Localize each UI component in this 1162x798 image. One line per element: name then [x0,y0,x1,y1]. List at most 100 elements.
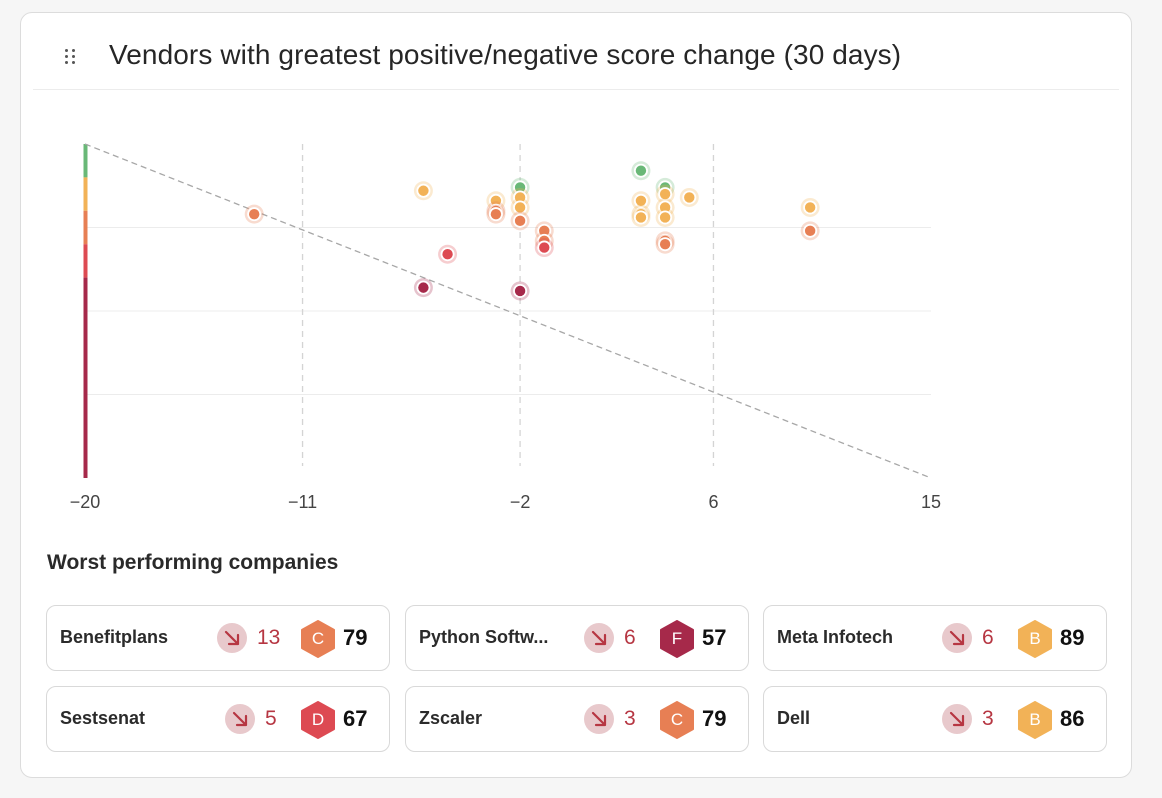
drag-handle-icon[interactable] [65,49,75,65]
data-point-dot [659,239,671,250]
x-tick-label: −20 [70,492,101,512]
data-point[interactable] [631,161,651,181]
trend-down-icon [584,704,614,734]
x-tick-label: 15 [921,492,941,512]
data-point[interactable] [510,281,530,301]
worst-company-tile[interactable]: Sestsenat 5 D 67 [46,686,390,752]
trend-line [84,143,932,479]
data-point-dot [514,202,526,213]
data-point[interactable] [631,207,651,227]
data-point-dot [539,225,550,237]
data-point[interactable] [510,197,530,217]
trend-down-icon [584,623,614,653]
worst-company-tile[interactable]: Dell 3 B 86 [763,686,1107,752]
data-point-dot [635,165,647,176]
grade-letter: B [1029,629,1041,648]
score-change-scatter-chart: −20 −11 −2 6 15 [70,143,941,512]
company-score: 57 [702,625,727,650]
trend-down-icon [225,704,255,734]
grade-hexagon-icon: D [301,701,335,739]
data-point-dot [539,242,550,253]
grade-letter: F [671,629,683,648]
trend-down-icon [217,623,247,653]
data-point[interactable] [534,238,554,258]
data-point[interactable] [655,197,675,217]
data-point-dot [659,188,671,200]
worst-company-tile[interactable]: Python Softw... 6 F 57 [405,605,749,671]
data-point-dot [490,208,502,220]
data-point[interactable] [413,278,433,298]
data-point[interactable] [631,191,651,211]
worst-company-tile[interactable]: Zscaler 3 C 79 [405,686,749,752]
score-change-value: 5 [265,707,277,730]
company-score: 89 [1060,625,1085,650]
data-point-dot [684,192,695,203]
data-point-dot [514,285,526,297]
data-point[interactable] [655,207,675,227]
grade-hexagon-icon: C [301,620,335,658]
data-point-dot [490,195,502,206]
grade-hexagon-icon: B [1018,701,1052,739]
data-point[interactable] [486,204,506,224]
data-point[interactable] [244,204,264,224]
data-point[interactable] [438,244,458,264]
data-point[interactable] [413,181,433,201]
data-point[interactable] [679,187,699,207]
company-score: 79 [343,625,368,650]
data-point-dot [418,185,429,196]
data-point[interactable] [510,211,530,231]
data-point-dot [514,182,526,193]
score-change-card: Vendors with greatest positive/negative … [20,12,1132,778]
data-point-dot [659,202,671,213]
data-point[interactable] [486,191,506,211]
card-header: Vendors with greatest positive/negative … [33,13,1119,90]
grade-scale-band-a [83,144,88,178]
grade-hexagon-icon: F [660,620,694,658]
trend-down-icon [942,704,972,734]
grade-scale-band-f [83,277,88,478]
data-point-dot [442,249,453,260]
grade-letter: C [670,710,684,729]
trend-down-icon [942,623,972,653]
data-point[interactable] [534,221,554,241]
grade-letter: B [1029,710,1041,729]
grade-letter: C [311,629,325,648]
score-change-value: 6 [624,626,636,649]
data-point[interactable] [510,177,530,197]
worst-company-tile[interactable]: Meta Infotech 6 B 89 [763,605,1107,671]
grade-scale-band-b [83,177,88,211]
data-point-dot [514,192,526,203]
worst-company-tile[interactable]: Benefitplans 13 C 79 [46,605,390,671]
grade-letter: D [311,710,325,729]
grade-hexagon-icon: B [1018,620,1052,658]
card-title: Vendors with greatest positive/negative … [109,39,902,70]
data-point-dot [635,195,647,206]
data-point[interactable] [800,221,820,241]
grade-scale-band-c [83,210,88,245]
data-point-dot [804,202,816,213]
company-name: Python Softw... [419,627,549,647]
score-change-value: 6 [982,626,994,649]
company-score: 86 [1060,706,1085,731]
data-point[interactable] [655,234,675,254]
x-tick-label: −2 [510,492,531,512]
data-point[interactable] [800,197,820,217]
data-point[interactable] [655,184,675,204]
company-name: Sestsenat [60,708,146,728]
score-change-value: 13 [257,626,281,649]
data-point-dot [249,208,260,220]
company-score: 79 [702,706,727,731]
company-name: Meta Infotech [777,627,894,647]
worst-performing-title: Worst performing companies [47,551,339,574]
x-tick-label: 6 [708,492,718,512]
grade-hexagon-icon: C [660,701,694,739]
data-point-dot [418,282,429,293]
data-point-dot [804,225,816,237]
company-name: Dell [777,708,811,728]
data-point[interactable] [510,187,530,207]
company-name: Zscaler [419,708,483,728]
company-score: 67 [343,706,368,731]
x-tick-label: −11 [288,492,317,512]
data-point-dot [635,212,647,223]
data-point-dot [514,215,526,227]
